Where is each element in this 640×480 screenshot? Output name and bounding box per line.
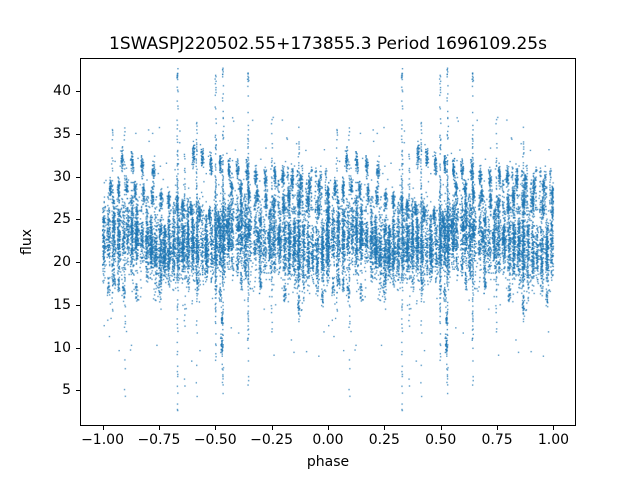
- y-tick-mark: [76, 219, 80, 221]
- x-tick-label: −1.00: [81, 432, 124, 448]
- x-tick-mark: [328, 426, 329, 430]
- x-tick-mark: [158, 426, 160, 430]
- x-tick-mark: [102, 426, 104, 430]
- y-tick-label: 20: [53, 254, 71, 271]
- x-tick-label: −0.25: [250, 432, 294, 448]
- x-tick-mark: [497, 426, 499, 430]
- y-tick-mark: [76, 176, 80, 178]
- y-tick-mark: [76, 347, 80, 349]
- x-tick-mark: [553, 426, 555, 430]
- x-tick-label: 0.00: [312, 432, 344, 448]
- y-tick-label: 40: [53, 83, 71, 100]
- y-tick-mark: [76, 133, 80, 135]
- x-tick-mark: [215, 426, 217, 430]
- plot-area: [80, 58, 576, 426]
- chart-title: 1SWASPJ220502.55+173855.3 Period 1696109…: [109, 34, 547, 54]
- x-tick-mark: [271, 426, 273, 430]
- y-axis-label: flux: [19, 229, 35, 255]
- x-tick-label: 0.75: [481, 432, 513, 448]
- y-tick-mark: [76, 91, 80, 93]
- y-tick-label: 35: [53, 125, 71, 142]
- x-axis-label: phase: [306, 454, 350, 470]
- y-tick-label: 30: [53, 168, 71, 185]
- x-tick-label: 1.00: [537, 432, 570, 448]
- x-tick-mark: [440, 426, 442, 430]
- y-tick-label: 10: [53, 339, 71, 356]
- y-tick-label: 25: [53, 211, 71, 228]
- y-tick-mark: [76, 390, 80, 392]
- x-tick-label: −0.50: [193, 432, 237, 448]
- scatter-canvas: [81, 59, 575, 425]
- y-tick-mark: [76, 304, 80, 306]
- y-tick-mark: [76, 262, 80, 264]
- x-tick-label: −0.75: [137, 432, 181, 448]
- x-tick-label: 0.50: [425, 432, 457, 448]
- x-tick-mark: [384, 426, 386, 430]
- y-tick-label: 15: [53, 296, 71, 313]
- x-tick-label: 0.25: [368, 432, 400, 448]
- y-tick-label: 5: [62, 382, 71, 399]
